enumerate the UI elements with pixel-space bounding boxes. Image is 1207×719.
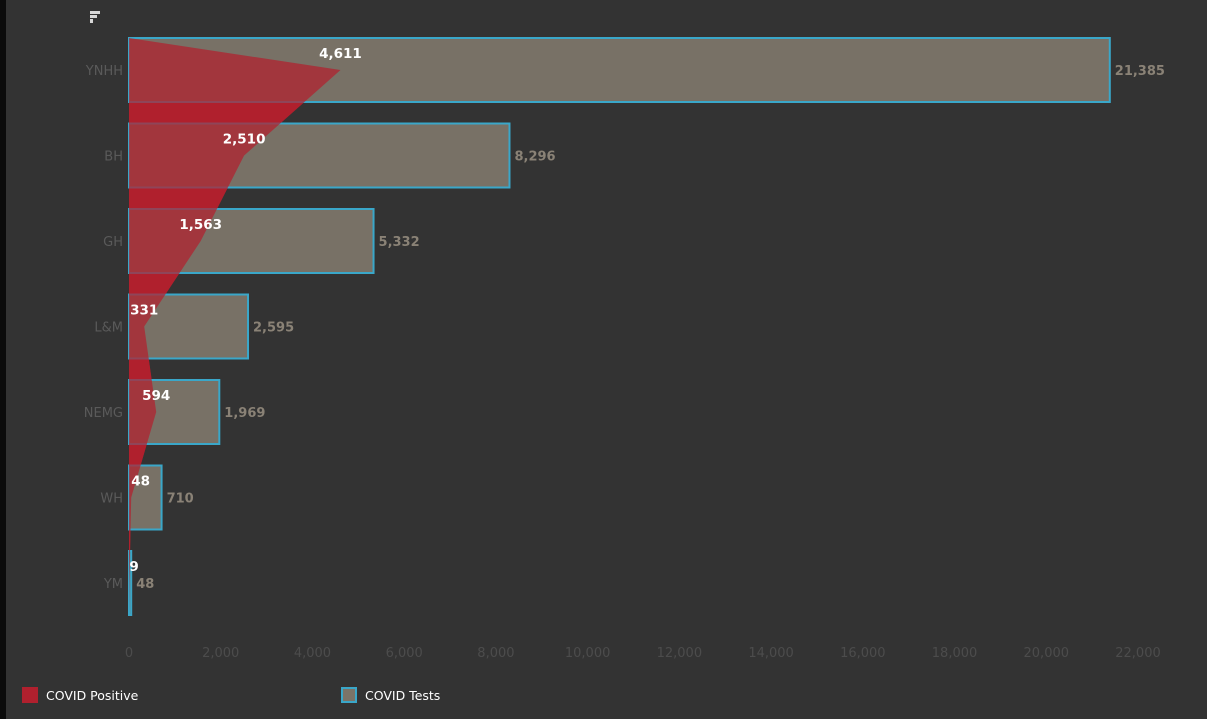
x-tick-label: 8,000 — [477, 646, 514, 661]
category-label: GH — [103, 235, 123, 250]
tests-value-label: 21,385 — [1115, 64, 1165, 79]
x-tick-label: 16,000 — [840, 646, 886, 661]
tests-value-label: 710 — [167, 492, 194, 507]
data-labels: 21,385 8,296 5,332 2,595 1,969 710 48 4,611 2,51… — [129, 46, 1165, 592]
legend-item-positive[interactable]: COVID Positive — [22, 685, 138, 705]
category-label: WH — [100, 492, 123, 507]
x-tick-label: 4,000 — [294, 646, 331, 661]
legend-label-positive: COVID Positive — [46, 687, 139, 703]
category-label: YNHH — [85, 64, 123, 79]
x-tick-label: 10,000 — [565, 646, 611, 661]
x-tick-label: 14,000 — [748, 646, 794, 661]
positive-value-label: 4,611 — [319, 46, 362, 62]
legend-item-tests[interactable]: COVID Tests — [341, 685, 440, 705]
category-label: BH — [104, 150, 123, 165]
tests-value-label: 1,969 — [224, 406, 265, 421]
x-tick-label: 20,000 — [1024, 646, 1070, 661]
tests-value-label: 2,595 — [253, 321, 294, 336]
positive-value-label: 2,510 — [223, 132, 266, 148]
legend-swatch-tests — [341, 687, 357, 703]
positive-value-label: 331 — [130, 303, 158, 319]
bar-chart: YNHH BH GH L&M NEMG WH YM 0 2,000 4,000 6,000 8,00… — [84, 37, 1165, 661]
chart-panel: YNHH BH GH L&M NEMG WH YM 0 2,000 4,000 6,000 8,00… — [6, 0, 1207, 719]
positive-area-overlay — [129, 38, 341, 615]
positive-value-label: 1,563 — [179, 217, 222, 233]
category-label: L&M — [94, 321, 123, 336]
positive-value-label: 48 — [131, 474, 150, 490]
tests-value-label: 8,296 — [514, 150, 555, 165]
tests-value-label: 48 — [136, 577, 154, 592]
tests-bars-layer — [128, 37, 1111, 616]
legend-label-tests: COVID Tests — [365, 687, 441, 703]
x-axis-ticks: 0 2,000 4,000 6,000 8,000 10,000 12,000 14,000 1… — [125, 646, 1161, 661]
x-tick-label: 12,000 — [657, 646, 703, 661]
category-label: YM — [103, 577, 123, 592]
sort-descending-icon[interactable] — [89, 10, 101, 24]
x-tick-label: 18,000 — [932, 646, 978, 661]
legend-swatch-positive — [22, 687, 38, 703]
tests-value-label: 5,332 — [379, 235, 420, 250]
positive-value-label: 9 — [129, 559, 138, 575]
category-labels: YNHH BH GH L&M NEMG WH YM — [84, 64, 123, 592]
x-tick-label: 0 — [125, 646, 133, 661]
positive-value-label: 594 — [142, 388, 170, 404]
x-tick-label: 2,000 — [202, 646, 239, 661]
category-label: NEMG — [84, 406, 123, 421]
x-tick-label: 22,000 — [1115, 646, 1161, 661]
x-tick-label: 6,000 — [386, 646, 423, 661]
